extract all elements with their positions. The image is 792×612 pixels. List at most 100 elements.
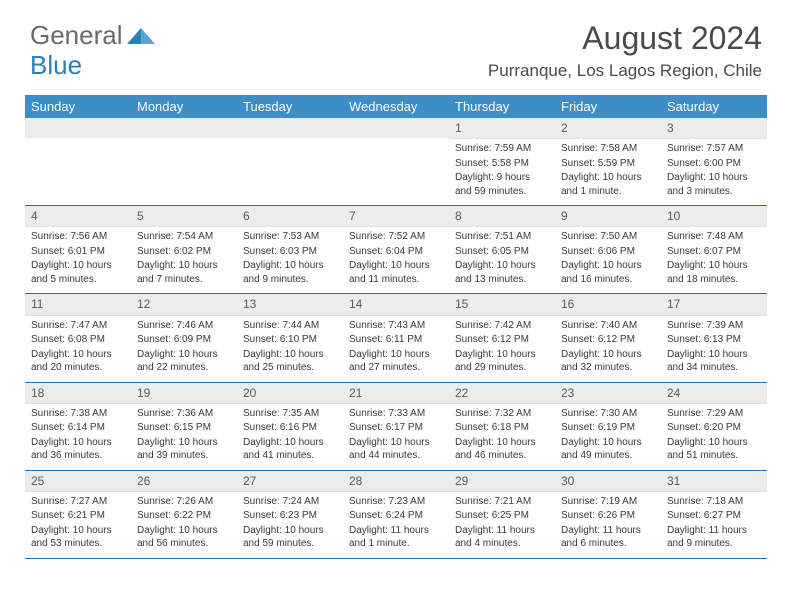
- week-row: 1Sunrise: 7:59 AMSunset: 5:58 PMDaylight…: [25, 118, 767, 206]
- day-cell: 12Sunrise: 7:46 AMSunset: 6:09 PMDayligh…: [131, 294, 237, 381]
- daylight-line: Daylight: 9 hours and 59 minutes.: [455, 171, 549, 198]
- day-cell: 2Sunrise: 7:58 AMSunset: 5:59 PMDaylight…: [555, 118, 661, 205]
- day-cell: 29Sunrise: 7:21 AMSunset: 6:25 PMDayligh…: [449, 471, 555, 558]
- empty-num-bar: [25, 118, 131, 138]
- day-info: Sunrise: 7:19 AMSunset: 6:26 PMDaylight:…: [555, 492, 661, 558]
- daylight-line: Daylight: 10 hours and 18 minutes.: [667, 259, 761, 286]
- daylight-line: Daylight: 10 hours and 46 minutes.: [455, 436, 549, 463]
- day-number: 19: [131, 383, 237, 404]
- day-number: 3: [661, 118, 767, 139]
- day-number: 1: [449, 118, 555, 139]
- day-number: 4: [25, 206, 131, 227]
- sunrise-line: Sunrise: 7:39 AM: [667, 319, 761, 333]
- sunrise-line: Sunrise: 7:52 AM: [349, 230, 443, 244]
- daylight-line: Daylight: 10 hours and 27 minutes.: [349, 348, 443, 375]
- daylight-line: Daylight: 10 hours and 39 minutes.: [137, 436, 231, 463]
- day-info: Sunrise: 7:50 AMSunset: 6:06 PMDaylight:…: [555, 227, 661, 293]
- day-info: Sunrise: 7:42 AMSunset: 6:12 PMDaylight:…: [449, 316, 555, 382]
- sunset-line: Sunset: 6:24 PM: [349, 509, 443, 523]
- day-info: Sunrise: 7:44 AMSunset: 6:10 PMDaylight:…: [237, 316, 343, 382]
- day-number: 5: [131, 206, 237, 227]
- week-row: 25Sunrise: 7:27 AMSunset: 6:21 PMDayligh…: [25, 471, 767, 559]
- sunset-line: Sunset: 6:03 PM: [243, 245, 337, 259]
- sunrise-line: Sunrise: 7:29 AM: [667, 407, 761, 421]
- daylight-line: Daylight: 10 hours and 1 minute.: [561, 171, 655, 198]
- sunrise-line: Sunrise: 7:53 AM: [243, 230, 337, 244]
- sunrise-line: Sunrise: 7:48 AM: [667, 230, 761, 244]
- day-number: 26: [131, 471, 237, 492]
- sunrise-line: Sunrise: 7:33 AM: [349, 407, 443, 421]
- day-number: 29: [449, 471, 555, 492]
- sunset-line: Sunset: 6:14 PM: [31, 421, 125, 435]
- sunrise-line: Sunrise: 7:58 AM: [561, 142, 655, 156]
- sunset-line: Sunset: 6:17 PM: [349, 421, 443, 435]
- sunset-line: Sunset: 6:12 PM: [561, 333, 655, 347]
- day-cell: [25, 118, 131, 205]
- day-number: 16: [555, 294, 661, 315]
- sunset-line: Sunset: 6:26 PM: [561, 509, 655, 523]
- day-info: Sunrise: 7:35 AMSunset: 6:16 PMDaylight:…: [237, 404, 343, 470]
- day-cell: 21Sunrise: 7:33 AMSunset: 6:17 PMDayligh…: [343, 383, 449, 470]
- day-number: 30: [555, 471, 661, 492]
- day-number: 25: [25, 471, 131, 492]
- day-cell: 23Sunrise: 7:30 AMSunset: 6:19 PMDayligh…: [555, 383, 661, 470]
- day-number: 23: [555, 383, 661, 404]
- day-info: Sunrise: 7:52 AMSunset: 6:04 PMDaylight:…: [343, 227, 449, 293]
- sunrise-line: Sunrise: 7:30 AM: [561, 407, 655, 421]
- sunrise-line: Sunrise: 7:57 AM: [667, 142, 761, 156]
- header: General August 2024 Purranque, Los Lagos…: [0, 0, 792, 89]
- sunrise-line: Sunrise: 7:18 AM: [667, 495, 761, 509]
- daylight-line: Daylight: 11 hours and 9 minutes.: [667, 524, 761, 551]
- daylight-line: Daylight: 10 hours and 22 minutes.: [137, 348, 231, 375]
- sunset-line: Sunset: 6:13 PM: [667, 333, 761, 347]
- day-info: Sunrise: 7:39 AMSunset: 6:13 PMDaylight:…: [661, 316, 767, 382]
- logo-blue-text-wrap: Blue: [30, 50, 82, 81]
- daylight-line: Daylight: 10 hours and 11 minutes.: [349, 259, 443, 286]
- day-info: Sunrise: 7:23 AMSunset: 6:24 PMDaylight:…: [343, 492, 449, 558]
- day-header-cell: Sunday: [25, 95, 131, 118]
- daylight-line: Daylight: 11 hours and 6 minutes.: [561, 524, 655, 551]
- daylight-line: Daylight: 10 hours and 13 minutes.: [455, 259, 549, 286]
- sunrise-line: Sunrise: 7:42 AM: [455, 319, 549, 333]
- day-number: 2: [555, 118, 661, 139]
- day-number: 15: [449, 294, 555, 315]
- day-info: Sunrise: 7:33 AMSunset: 6:17 PMDaylight:…: [343, 404, 449, 470]
- day-cell: [131, 118, 237, 205]
- day-cell: 18Sunrise: 7:38 AMSunset: 6:14 PMDayligh…: [25, 383, 131, 470]
- sunset-line: Sunset: 6:02 PM: [137, 245, 231, 259]
- daylight-line: Daylight: 10 hours and 16 minutes.: [561, 259, 655, 286]
- sunset-line: Sunset: 6:08 PM: [31, 333, 125, 347]
- sunset-line: Sunset: 6:09 PM: [137, 333, 231, 347]
- day-info: Sunrise: 7:58 AMSunset: 5:59 PMDaylight:…: [555, 139, 661, 205]
- sunset-line: Sunset: 6:11 PM: [349, 333, 443, 347]
- day-info: Sunrise: 7:26 AMSunset: 6:22 PMDaylight:…: [131, 492, 237, 558]
- day-number: 13: [237, 294, 343, 315]
- day-info: Sunrise: 7:38 AMSunset: 6:14 PMDaylight:…: [25, 404, 131, 470]
- sunset-line: Sunset: 5:59 PM: [561, 157, 655, 171]
- daylight-line: Daylight: 10 hours and 34 minutes.: [667, 348, 761, 375]
- daylight-line: Daylight: 10 hours and 32 minutes.: [561, 348, 655, 375]
- week-row: 11Sunrise: 7:47 AMSunset: 6:08 PMDayligh…: [25, 294, 767, 382]
- day-cell: 26Sunrise: 7:26 AMSunset: 6:22 PMDayligh…: [131, 471, 237, 558]
- sunrise-line: Sunrise: 7:51 AM: [455, 230, 549, 244]
- sunrise-line: Sunrise: 7:38 AM: [31, 407, 125, 421]
- daylight-line: Daylight: 10 hours and 59 minutes.: [243, 524, 337, 551]
- day-info: Sunrise: 7:27 AMSunset: 6:21 PMDaylight:…: [25, 492, 131, 558]
- day-cell: 15Sunrise: 7:42 AMSunset: 6:12 PMDayligh…: [449, 294, 555, 381]
- daylight-line: Daylight: 10 hours and 25 minutes.: [243, 348, 337, 375]
- sunrise-line: Sunrise: 7:19 AM: [561, 495, 655, 509]
- daylight-line: Daylight: 10 hours and 56 minutes.: [137, 524, 231, 551]
- day-cell: 4Sunrise: 7:56 AMSunset: 6:01 PMDaylight…: [25, 206, 131, 293]
- day-cell: 1Sunrise: 7:59 AMSunset: 5:58 PMDaylight…: [449, 118, 555, 205]
- daylight-line: Daylight: 10 hours and 3 minutes.: [667, 171, 761, 198]
- sunrise-line: Sunrise: 7:59 AM: [455, 142, 549, 156]
- day-info: Sunrise: 7:36 AMSunset: 6:15 PMDaylight:…: [131, 404, 237, 470]
- day-cell: [343, 118, 449, 205]
- day-number: 8: [449, 206, 555, 227]
- day-cell: 16Sunrise: 7:40 AMSunset: 6:12 PMDayligh…: [555, 294, 661, 381]
- sunrise-line: Sunrise: 7:43 AM: [349, 319, 443, 333]
- sunrise-line: Sunrise: 7:56 AM: [31, 230, 125, 244]
- empty-num-bar: [343, 118, 449, 138]
- sunset-line: Sunset: 6:04 PM: [349, 245, 443, 259]
- sunrise-line: Sunrise: 7:24 AM: [243, 495, 337, 509]
